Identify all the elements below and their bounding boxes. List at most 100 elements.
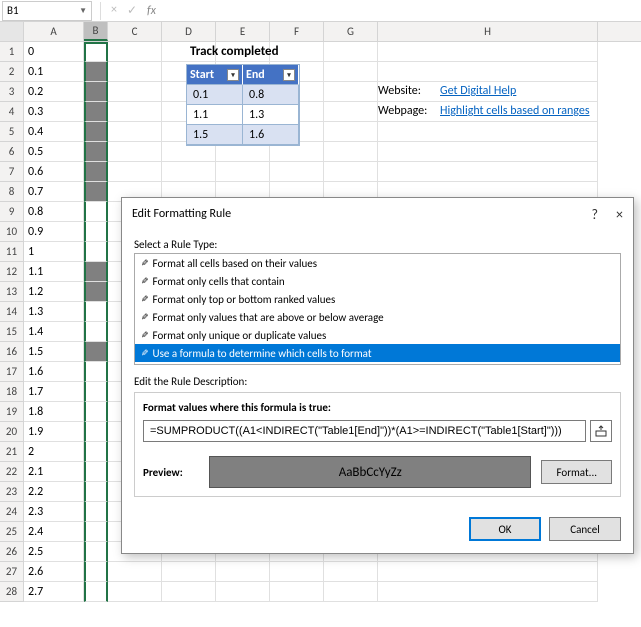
cell-B18[interactable] [84, 382, 108, 402]
cell[interactable] [270, 582, 324, 602]
table-cell[interactable]: 0.8 [243, 85, 299, 105]
filter-dropdown-icon[interactable]: ▾ [227, 69, 239, 81]
cell-B6[interactable] [84, 142, 108, 162]
cell-B17[interactable] [84, 362, 108, 382]
cell-A27[interactable]: 2.6 [24, 562, 84, 582]
name-box[interactable]: B1 ▼ [2, 1, 92, 21]
cell-B21[interactable] [84, 442, 108, 462]
cell-A24[interactable]: 2.3 [24, 502, 84, 522]
column-header-G[interactable]: G [324, 22, 378, 41]
cell-A22[interactable]: 2.1 [24, 462, 84, 482]
table-header[interactable]: Start▾ [187, 65, 243, 85]
row-header[interactable]: 22 [0, 462, 24, 482]
row-header[interactable]: 12 [0, 262, 24, 282]
row-header[interactable]: 7 [0, 162, 24, 182]
cell-A6[interactable]: 0.5 [24, 142, 84, 162]
cell[interactable] [270, 562, 324, 582]
row-header[interactable]: 19 [0, 402, 24, 422]
help-icon[interactable]: ? [592, 206, 599, 223]
row-header[interactable]: 8 [0, 182, 24, 202]
cell[interactable] [108, 122, 162, 142]
cell[interactable] [108, 582, 162, 602]
cell-A15[interactable]: 1.4 [24, 322, 84, 342]
row-header[interactable]: 28 [0, 582, 24, 602]
cell[interactable] [162, 162, 216, 182]
row-header[interactable]: 23 [0, 482, 24, 502]
column-header-D[interactable]: D [162, 22, 216, 41]
cell[interactable] [324, 142, 378, 162]
cell[interactable] [108, 142, 162, 162]
cell[interactable] [378, 42, 598, 62]
cell-B26[interactable] [84, 542, 108, 562]
close-icon[interactable]: × [616, 206, 623, 223]
cell[interactable] [378, 562, 598, 582]
cell-B28[interactable] [84, 582, 108, 602]
cell[interactable] [324, 162, 378, 182]
column-header-B[interactable]: B [84, 22, 108, 41]
cell-B2[interactable] [84, 62, 108, 82]
cell-A2[interactable]: 0.1 [24, 62, 84, 82]
cell[interactable] [324, 42, 378, 62]
cancel-icon[interactable]: × [111, 3, 117, 18]
cell[interactable] [108, 82, 162, 102]
row-header[interactable]: 16 [0, 342, 24, 362]
row-header[interactable]: 25 [0, 522, 24, 542]
cell-A20[interactable]: 1.9 [24, 422, 84, 442]
cell-A1[interactable]: 0 [24, 42, 84, 62]
cell[interactable] [378, 142, 598, 162]
cell-B7[interactable] [84, 162, 108, 182]
webpage-link[interactable]: Highlight cells based on ranges [440, 104, 590, 118]
formula-field[interactable] [143, 420, 586, 442]
cell[interactable] [324, 102, 378, 122]
column-header-C[interactable]: C [108, 22, 162, 41]
row-header[interactable]: 15 [0, 322, 24, 342]
cell-B8[interactable] [84, 182, 108, 202]
format-button[interactable]: Format... [541, 460, 612, 484]
row-header[interactable]: 27 [0, 562, 24, 582]
cell[interactable] [270, 162, 324, 182]
column-header-H[interactable]: H [378, 22, 598, 41]
cell-B23[interactable] [84, 482, 108, 502]
row-header[interactable]: 11 [0, 242, 24, 262]
website-link[interactable]: Get Digital Help [440, 84, 516, 98]
chevron-down-icon[interactable]: ▼ [79, 6, 87, 16]
row-header[interactable]: 13 [0, 282, 24, 302]
cell-B14[interactable] [84, 302, 108, 322]
cell[interactable] [216, 562, 270, 582]
cell[interactable] [108, 62, 162, 82]
cell[interactable] [216, 162, 270, 182]
table-cell[interactable]: 0.1 [187, 85, 243, 105]
row-header[interactable]: 3 [0, 82, 24, 102]
cell-B12[interactable] [84, 262, 108, 282]
cell[interactable] [108, 562, 162, 582]
cell-A25[interactable]: 2.4 [24, 522, 84, 542]
row-header[interactable]: 20 [0, 422, 24, 442]
cell[interactable] [162, 582, 216, 602]
row-header[interactable]: 5 [0, 122, 24, 142]
row-header[interactable]: 26 [0, 542, 24, 562]
accept-icon[interactable]: ✓ [127, 3, 137, 18]
cell-A7[interactable]: 0.6 [24, 162, 84, 182]
cell-B15[interactable] [84, 322, 108, 342]
rule-type-item[interactable]: ✎Format only values that are above or be… [135, 308, 620, 326]
cell-B4[interactable] [84, 102, 108, 122]
ok-button[interactable]: OK [469, 517, 541, 541]
row-header[interactable]: 17 [0, 362, 24, 382]
row-header[interactable]: 18 [0, 382, 24, 402]
table-cell[interactable]: 1.1 [187, 105, 243, 125]
cell[interactable] [108, 102, 162, 122]
cell-B9[interactable] [84, 202, 108, 222]
rule-type-item[interactable]: ✎Format only cells that contain [135, 272, 620, 290]
cell-A4[interactable]: 0.3 [24, 102, 84, 122]
cell[interactable] [216, 582, 270, 602]
row-header[interactable]: 10 [0, 222, 24, 242]
cell-A11[interactable]: 1 [24, 242, 84, 262]
cell-A18[interactable]: 1.7 [24, 382, 84, 402]
row-header[interactable]: 21 [0, 442, 24, 462]
cell-B20[interactable] [84, 422, 108, 442]
cell-B3[interactable] [84, 82, 108, 102]
cell[interactable] [324, 562, 378, 582]
row-header[interactable]: 24 [0, 502, 24, 522]
cell-A8[interactable]: 0.7 [24, 182, 84, 202]
cell-A3[interactable]: 0.2 [24, 82, 84, 102]
